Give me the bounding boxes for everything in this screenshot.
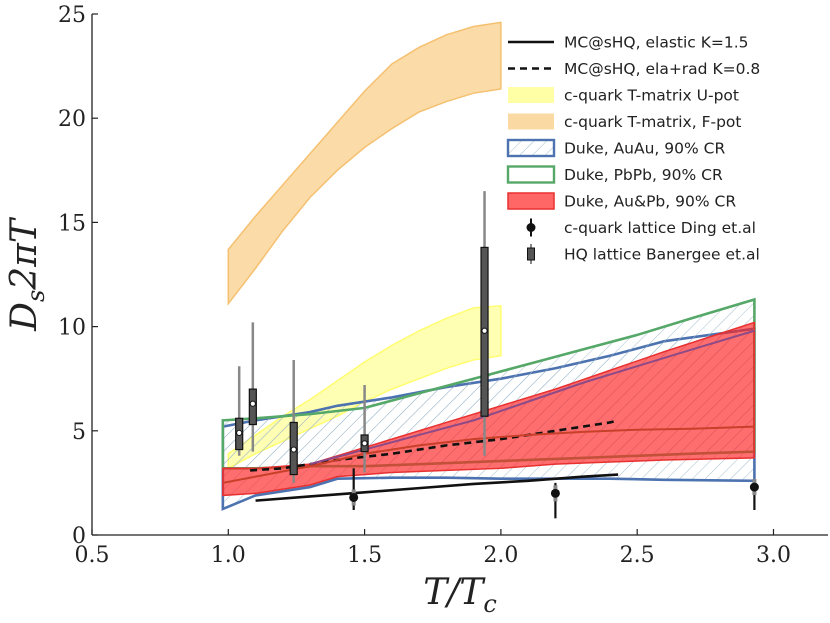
legend-label: c-quark T-matrix, F-pot	[564, 113, 741, 131]
legend-swatch	[507, 192, 555, 210]
legend-item: MC@sHQ, elastic K=1.5	[508, 34, 749, 52]
legend-item: c-quark lattice Ding et.al	[526, 218, 756, 237]
y-tick-label: 5	[72, 420, 86, 445]
y-tick-label: 25	[58, 3, 86, 28]
legend-item: HQ lattice Banergee et.al	[527, 244, 760, 264]
banerjee-box	[248, 388, 257, 426]
lines-layer	[222, 329, 755, 502]
legend-label: MC@sHQ, ela+rad K=0.8	[564, 60, 760, 78]
ding-point	[749, 482, 759, 492]
y-tick-label: 15	[58, 211, 86, 236]
x-tick-label: 2.5	[620, 543, 655, 568]
legend-item: c-quark T-matrix, F-pot	[508, 113, 741, 131]
legend: MC@sHQ, elastic K=1.5 MC@sHQ, ela+rad K=0…	[506, 34, 760, 264]
banerjee-point	[249, 400, 256, 407]
legend-swatch	[506, 138, 556, 158]
legend-item: Duke, PbPb, 90% CR	[506, 165, 723, 184]
y-tick-label: 0	[72, 524, 86, 549]
ding-point	[550, 488, 560, 498]
legend-label: Duke, Au&Pb, 90% CR	[564, 193, 736, 211]
banerjee-point	[481, 327, 488, 334]
legend-item: MC@sHQ, ela+rad K=0.8	[508, 60, 760, 78]
ticks-layer: 0.5 1.0 1.5 2.0 2.5 3.0 0 5 10 15 20 25	[58, 3, 791, 568]
points-layer	[235, 191, 759, 519]
legend-swatch-marker	[527, 247, 535, 261]
legend-label: c-quark T-matrix U-pot	[564, 87, 739, 105]
series-elarad	[250, 419, 619, 472]
series-purple_upper	[309, 329, 755, 466]
axes-layer	[91, 14, 828, 536]
legend-swatch	[506, 165, 556, 184]
x-tick-label: 1.5	[347, 543, 382, 568]
series-elastic	[255, 473, 619, 502]
x-tick-label: 3.0	[756, 543, 791, 568]
y-tick-label: 10	[58, 316, 86, 341]
x-tick-label: 0.5	[75, 543, 110, 568]
legend-label: Duke, PbPb, 90% CR	[564, 166, 723, 184]
plot-area	[221, 21, 759, 519]
banerjee-point	[236, 429, 243, 436]
x-axis-title: T/Tc	[423, 572, 497, 618]
band-fpot	[227, 21, 502, 306]
legend-label: HQ lattice Banergee et.al	[564, 246, 760, 264]
banerjee-point	[361, 440, 368, 447]
legend-label: MC@sHQ, elastic K=1.5	[564, 34, 749, 52]
x-tick-label: 1.0	[211, 543, 246, 568]
y-tick-label: 20	[58, 107, 86, 132]
legend-swatch	[508, 113, 554, 130]
y-axis-title: Ds2πT	[4, 216, 50, 332]
legend-item: Duke, Au&Pb, 90% CR	[507, 192, 736, 211]
legend-item: Duke, AuAu, 90% CR	[506, 138, 725, 158]
legend-swatch-marker	[526, 223, 536, 232]
legend-label: c-quark lattice Ding et.al	[564, 219, 756, 237]
legend-label: Duke, AuAu, 90% CR	[564, 140, 725, 158]
ding-point	[349, 492, 359, 502]
legend-item: c-quark T-matrix U-pot	[508, 87, 739, 105]
legend-swatch	[508, 87, 554, 103]
banerjee-point	[290, 446, 297, 453]
x-tick-label: 2.0	[483, 543, 518, 568]
